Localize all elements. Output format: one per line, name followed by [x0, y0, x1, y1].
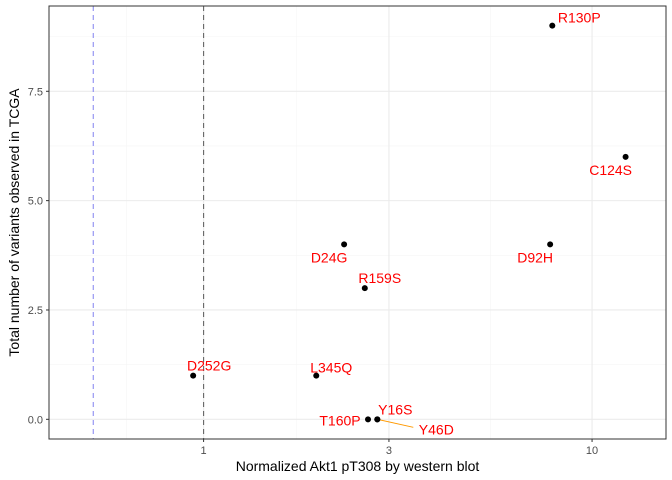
- point-label-d252g: D252G: [187, 358, 231, 374]
- x-tick-label: 3: [386, 445, 392, 457]
- leader-lines: [377, 418, 414, 428]
- point-label-d92h: D92H: [517, 249, 553, 265]
- leader-line-y46d: [377, 418, 414, 428]
- y-tick-label: 7.5: [28, 86, 43, 98]
- y-tick-label: 5.0: [28, 196, 43, 208]
- grid-lines: [49, 6, 666, 439]
- point-label-r130p: R130P: [558, 10, 601, 26]
- point-label-c124s: C124S: [589, 162, 632, 178]
- point-labels: R130P C124S D92H D24G R159S D252G L345Q T160P Y1…: [187, 10, 632, 438]
- point-label-y46d: Y46D: [419, 421, 454, 437]
- data-point-d92h: [547, 241, 554, 248]
- y-axis-ticks: 0.0 2.5 5.0 7.5: [28, 86, 49, 426]
- x-tick-label: 10: [586, 445, 598, 457]
- data-points: [190, 22, 629, 423]
- data-point-c124s: [622, 153, 629, 160]
- x-axis-title: Normalized Akt1 pT308 by western blot: [236, 458, 480, 474]
- y-tick-label: 0.0: [28, 414, 43, 426]
- point-label-t160p: T160P: [319, 412, 360, 428]
- point-label-r159s: R159S: [358, 270, 401, 286]
- y-axis-title: Total number of variants observed in TCG…: [6, 88, 22, 357]
- data-point-l345q: [313, 372, 320, 379]
- data-point-y46d: [374, 416, 381, 423]
- data-point-r130p: [549, 22, 556, 29]
- data-point-t160p: [365, 416, 372, 423]
- x-axis-ticks: 1 3 10: [201, 439, 598, 457]
- panel-border: [48, 5, 667, 440]
- y-tick-label: 2.5: [28, 305, 43, 317]
- data-point-d252g: [190, 372, 197, 379]
- point-label-l345q: L345Q: [310, 360, 352, 376]
- data-point-d24g: [341, 241, 348, 248]
- point-label-y16s: Y16S: [378, 401, 412, 417]
- point-label-d24g: D24G: [311, 249, 348, 265]
- reference-lines: [92, 6, 205, 439]
- x-tick-label: 1: [201, 445, 207, 457]
- data-point-r159s: [361, 285, 368, 292]
